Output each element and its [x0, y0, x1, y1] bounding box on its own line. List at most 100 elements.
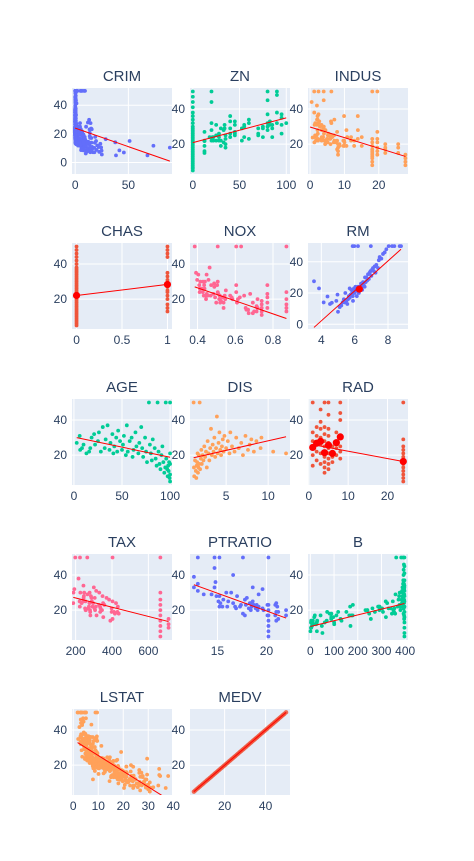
y-tick-label: 20 — [290, 603, 304, 617]
data-point — [244, 595, 249, 600]
y-tick-label: 20 — [54, 758, 68, 772]
data-point — [73, 103, 78, 108]
data-point — [228, 430, 233, 435]
data-point — [74, 258, 79, 263]
data-point — [145, 772, 149, 777]
data-point — [234, 290, 239, 295]
y-tick-label: 40 — [54, 98, 68, 112]
data-point — [214, 594, 219, 599]
data-point — [111, 451, 116, 456]
data-point — [265, 306, 270, 310]
data-point — [310, 463, 315, 468]
data-point — [315, 131, 320, 136]
data-point — [92, 769, 97, 773]
x-tick-label: 10 — [338, 178, 352, 192]
data-point — [250, 300, 255, 305]
panel-dis: 5 10 20 40 DIS — [172, 379, 290, 503]
data-point — [326, 412, 331, 417]
data-point — [97, 590, 102, 595]
data-point — [226, 599, 231, 604]
data-point — [136, 451, 141, 456]
data-point — [94, 139, 98, 143]
data-point — [209, 89, 214, 94]
panel-rm: 4 6 8 0 20 40 RM — [290, 223, 408, 347]
x-tick-label: 50 — [115, 489, 129, 503]
data-point — [223, 145, 228, 150]
data-point — [73, 136, 78, 141]
data-point — [155, 400, 160, 405]
data-point — [382, 250, 387, 255]
data-point — [91, 777, 95, 782]
data-point — [401, 476, 406, 480]
data-point — [246, 447, 250, 452]
data-point — [246, 136, 251, 141]
data-point — [134, 444, 139, 449]
data-point — [78, 121, 82, 126]
panel-ptratio: 15 20 20 40 PTRATIO — [172, 534, 290, 658]
data-point — [402, 615, 407, 620]
x-tick-label: 0.6 — [227, 333, 244, 347]
data-point — [210, 442, 215, 447]
y-tick-label: 40 — [54, 723, 68, 737]
x-tick-label: 50 — [233, 178, 247, 192]
data-point — [401, 465, 406, 470]
data-point — [265, 98, 270, 103]
data-point — [239, 138, 244, 143]
data-point — [220, 437, 225, 442]
panel-title: INDUS — [335, 68, 382, 85]
data-point — [316, 89, 321, 94]
data-point — [94, 588, 99, 593]
data-point — [390, 599, 395, 604]
plot-area-crim — [72, 88, 172, 174]
data-point — [73, 108, 78, 113]
x-tick-label: 0 — [70, 799, 77, 813]
data-point — [101, 615, 106, 620]
data-point — [284, 302, 289, 307]
data-point — [274, 601, 279, 606]
data-point — [248, 291, 253, 296]
data-point — [156, 783, 161, 788]
data-point — [202, 283, 207, 288]
data-point — [402, 555, 407, 560]
data-point — [73, 117, 78, 122]
data-point — [365, 608, 370, 613]
x-tick-label: 0 — [307, 644, 314, 658]
y-tick-label: 20 — [54, 127, 68, 141]
data-point — [158, 608, 163, 613]
panel-title: CRIM — [103, 68, 141, 85]
panel-age: 0 50 100 20 40 AGE — [54, 379, 181, 503]
data-point — [84, 124, 88, 129]
data-point — [370, 140, 375, 145]
data-point — [403, 156, 408, 161]
data-point — [256, 592, 261, 597]
y-tick-label: 40 — [290, 568, 304, 582]
data-point — [392, 244, 397, 249]
data-point — [394, 555, 399, 560]
data-point — [284, 608, 288, 613]
data-point — [122, 433, 126, 438]
data-point — [321, 98, 326, 103]
data-point — [265, 283, 270, 288]
data-point — [308, 629, 313, 634]
data-point — [165, 244, 170, 249]
data-point — [355, 114, 360, 118]
mean-marker — [324, 441, 333, 449]
y-tick-label: 20 — [54, 292, 68, 306]
data-point — [402, 599, 407, 604]
x-tick-label: 20 — [218, 799, 232, 813]
x-tick-label: 200 — [66, 644, 86, 658]
data-point — [145, 460, 149, 465]
mean-marker — [355, 285, 363, 293]
data-point — [255, 608, 260, 613]
x-tick-label: 20 — [381, 489, 395, 503]
data-point — [190, 124, 195, 129]
data-point — [88, 145, 93, 150]
data-point — [266, 602, 271, 607]
data-point — [117, 148, 122, 153]
data-point — [318, 613, 323, 618]
data-point — [318, 419, 323, 424]
data-point — [266, 555, 271, 560]
data-point — [339, 303, 344, 308]
data-point — [217, 604, 222, 609]
data-point — [393, 592, 398, 597]
